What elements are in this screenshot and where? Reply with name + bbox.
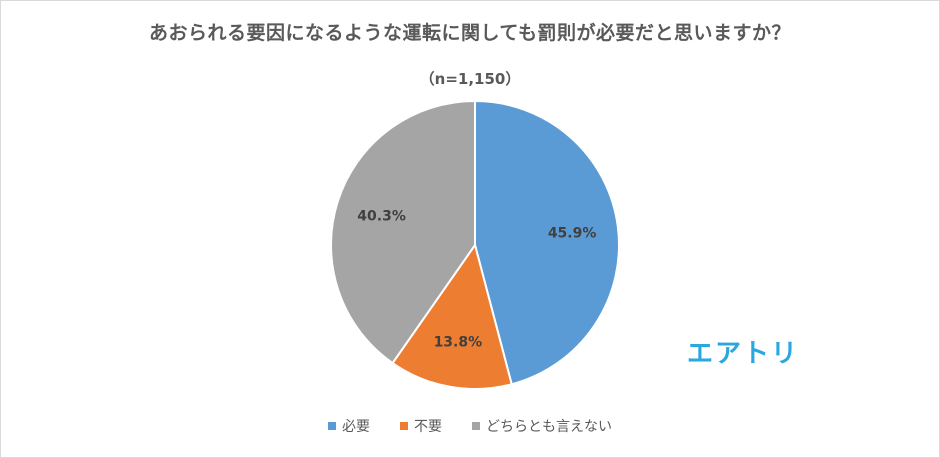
- legend-item-unnecessary: 不要: [400, 416, 442, 436]
- legend-item-neutral: どちらとも言えない: [472, 416, 612, 436]
- eatori-logo: エアトリ: [687, 339, 800, 369]
- data-label-unnecessary: 13.8%: [434, 334, 483, 350]
- chart-subtitle: （n=1,150）: [419, 70, 521, 88]
- legend-item-necessary: 必要: [328, 416, 370, 436]
- legend-swatch-neutral: [472, 422, 480, 430]
- legend-label-unnecessary: 不要: [414, 419, 442, 435]
- data-label-necessary: 45.9%: [548, 225, 597, 241]
- pie-slice-unnecessary: [391, 242, 513, 390]
- legend-swatch-necessary: [328, 422, 336, 430]
- legend-label-necessary: 必要: [342, 419, 370, 435]
- data-label-neutral: 40.3%: [357, 209, 406, 225]
- pie-slice-necessary: [474, 99, 620, 386]
- chart-title: あおられる要因になるような運転に関しても罰則が必要だと思いますか？: [149, 22, 791, 44]
- legend: 必要 不要 どちらとも言えない: [0, 416, 940, 436]
- pie-slice-neutral: [330, 99, 476, 365]
- legend-swatch-unnecessary: [400, 422, 408, 430]
- legend-label-neutral: どちらとも言えない: [486, 419, 612, 435]
